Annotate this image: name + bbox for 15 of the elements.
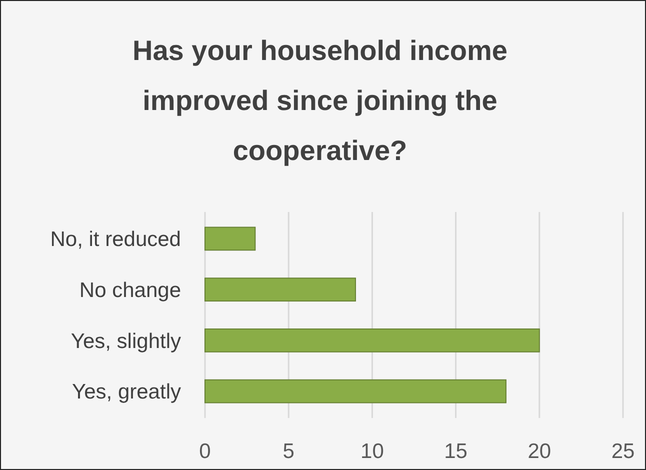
- x-tick-label: 10: [360, 440, 384, 463]
- x-tick-label: 15: [444, 440, 468, 463]
- bar: [204, 328, 540, 352]
- x-tick-label: 5: [282, 440, 294, 463]
- x-tick-label: 20: [528, 440, 552, 463]
- y-tick-label: No change: [79, 278, 181, 302]
- x-tick-label: 25: [611, 440, 635, 463]
- y-tick-label: No, it reduced: [50, 228, 181, 252]
- x-tick-label: 0: [199, 440, 211, 463]
- chart-title: Has your household income improved since joining the cooperative?: [132, 35, 508, 166]
- y-tick-label: Yes, slightly: [70, 330, 182, 353]
- bar: [204, 379, 506, 404]
- bar: [204, 226, 256, 251]
- bar: [204, 278, 356, 302]
- y-tick-label: Yes, greatly: [72, 380, 182, 404]
